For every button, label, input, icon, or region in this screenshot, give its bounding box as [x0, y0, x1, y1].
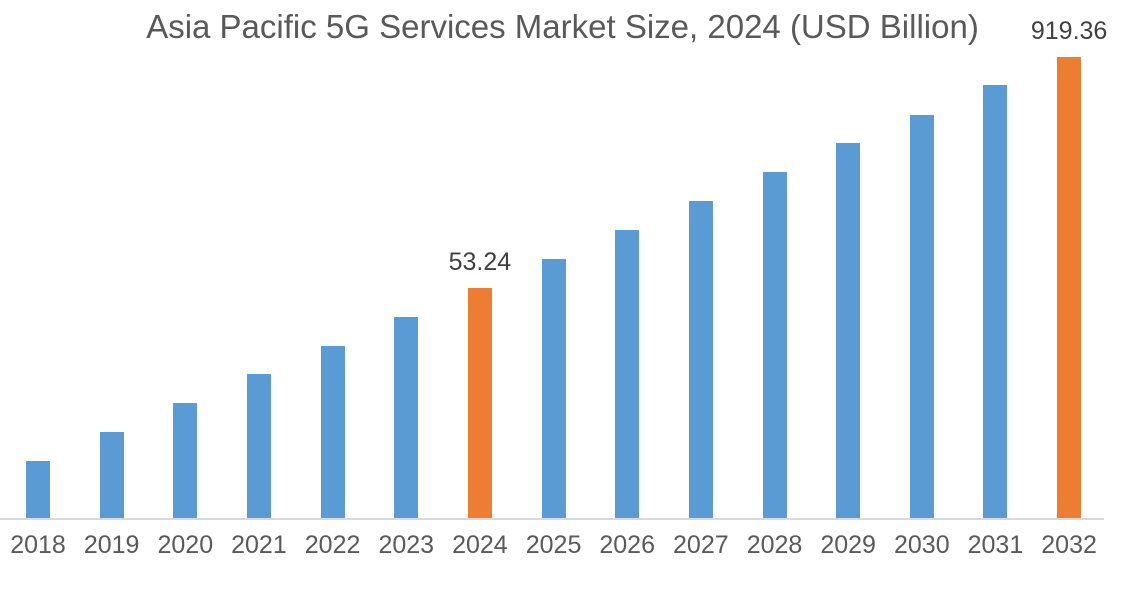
x-tick-label-2024: 2024	[452, 531, 508, 559]
bar-2021	[246, 374, 271, 518]
x-tick-label-2019: 2019	[83, 531, 140, 559]
x-tick-label-2023: 2023	[378, 531, 435, 559]
x-tick-label-2018: 2018	[10, 531, 66, 559]
bar-2027	[688, 201, 713, 518]
bar-2018	[26, 461, 50, 518]
bar-2023	[394, 317, 419, 518]
plot-area: 53.24 919.36	[0, 19, 1107, 520]
bar-2025	[541, 259, 566, 518]
x-tick-label-2031: 2031	[967, 531, 1024, 559]
x-tick-label-2030: 2030	[893, 531, 950, 559]
bar-2030	[909, 115, 934, 518]
bar-2019	[99, 432, 124, 518]
bar-2020	[173, 403, 198, 518]
bar-2024	[467, 288, 492, 518]
x-tick-label-2032: 2032	[1041, 531, 1097, 559]
x-tick-label-2020: 2020	[157, 531, 214, 559]
x-tick-label-2028: 2028	[746, 531, 803, 559]
bar-2032	[1057, 57, 1082, 518]
bar-2031	[983, 85, 1008, 518]
x-tick-label-2026: 2026	[599, 531, 655, 559]
x-tick-label-2025: 2025	[525, 531, 582, 559]
chart-title: Asia Pacific 5G Services Market Size, 20…	[146, 8, 979, 45]
x-tick-label-2022: 2022	[304, 531, 361, 559]
x-tick-label-2021: 2021	[231, 531, 287, 559]
data-label-2032: 919.36	[1030, 17, 1108, 45]
x-tick-label-2029: 2029	[820, 531, 876, 559]
data-label-2024: 53.24	[448, 248, 512, 276]
bar-2029	[836, 143, 861, 518]
bar-2022	[320, 346, 345, 518]
bar-2026	[615, 230, 640, 518]
x-tick-label-2027: 2027	[673, 531, 729, 559]
x-axis-labels: 2018 2019 2020 2021 2022 2023 2024 2025 2026 2027…	[0, 532, 1125, 560]
bar-2028	[762, 172, 787, 518]
